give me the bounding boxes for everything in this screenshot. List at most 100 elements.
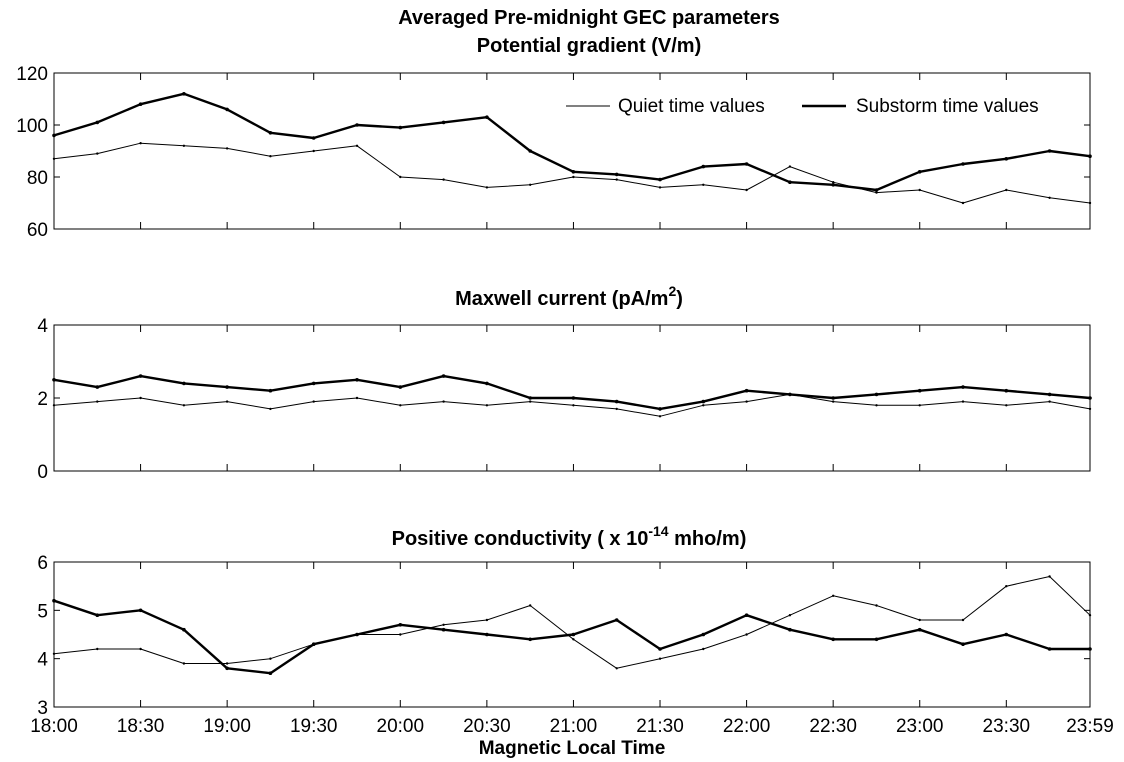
data-point-substorm: [485, 381, 489, 386]
data-point-quiet: [832, 400, 835, 403]
data-point-substorm: [1088, 154, 1092, 158]
data-point-quiet: [529, 183, 532, 186]
data-point-substorm: [138, 102, 143, 106]
data-point-substorm: [788, 627, 792, 632]
data-point-quiet: [52, 652, 56, 655]
x-axis-label: Magnetic Local Time: [479, 738, 666, 759]
data-point-substorm: [788, 392, 792, 397]
data-point-substorm: [1004, 157, 1009, 161]
panel3-ticks: 3 4 5 6 18:00 18:30 19:00 19:30 20:00 20:30 21:00 2…: [30, 553, 1114, 737]
data-point-quiet: [312, 149, 315, 153]
data-point-substorm: [831, 183, 835, 187]
data-point-substorm: [571, 396, 576, 400]
data-point-substorm: [225, 666, 229, 671]
data-point-quiet: [745, 188, 748, 192]
data-point-substorm: [658, 647, 662, 651]
figure-title: Averaged Pre-midnight GEC parameters: [398, 7, 780, 29]
data-point-quiet: [658, 657, 662, 660]
data-point-substorm: [961, 162, 965, 166]
data-point-substorm: [701, 632, 706, 637]
data-point-quiet: [1005, 188, 1008, 192]
panel3-title-end: mho/m): [669, 528, 747, 550]
data-point-substorm: [614, 172, 619, 177]
data-point-quiet: [399, 633, 402, 636]
data-point-quiet: [52, 404, 56, 407]
data-point-substorm: [52, 133, 56, 138]
data-point-quiet: [399, 404, 402, 407]
data-point-substorm: [182, 381, 186, 386]
data-point-substorm: [311, 136, 316, 140]
data-point-quiet: [1048, 575, 1051, 578]
data-point-quiet: [485, 186, 489, 189]
data-point-quiet: [875, 604, 878, 607]
panel2-title-main: Maxwell current (pA/m: [455, 288, 668, 310]
data-point-substorm: [571, 170, 576, 174]
data-point-substorm: [571, 632, 576, 637]
data-point-substorm: [52, 598, 56, 603]
data-point-substorm: [182, 627, 186, 632]
y-tick-label: 4: [37, 316, 48, 337]
x-tick-label: 18:00: [30, 716, 78, 737]
data-point-substorm: [874, 188, 879, 192]
data-point-quiet: [832, 181, 835, 184]
data-point-quiet: [529, 400, 532, 403]
data-point-quiet: [1088, 201, 1092, 205]
data-point-quiet: [832, 594, 835, 597]
data-point-substorm: [1047, 392, 1052, 397]
panel3-title: Positive conductivity ( x 10-14 mho/m): [392, 523, 747, 550]
data-point-substorm: [528, 637, 532, 642]
x-tick-label: 21:00: [550, 716, 598, 737]
data-point-substorm: [1004, 632, 1009, 637]
panel-maxwell-current: Maxwell current (pA/m2) 024: [37, 283, 1092, 483]
y-tick-label: 0: [37, 462, 48, 483]
panel1-ticks: 60 80 100 120: [16, 64, 1091, 241]
data-point-quiet: [485, 404, 489, 407]
data-point-quiet: [269, 155, 272, 158]
data-point-quiet: [875, 191, 878, 194]
panel2-title-end: ): [676, 288, 683, 310]
data-point-substorm: [658, 177, 662, 182]
data-point-substorm: [225, 107, 229, 112]
data-point-quiet: [1005, 404, 1008, 407]
data-point-substorm: [614, 618, 619, 622]
data-point-substorm: [961, 385, 965, 389]
data-point-quiet: [702, 647, 705, 651]
data-point-substorm: [52, 378, 56, 382]
y-tick-label: 2: [37, 389, 48, 410]
y-tick-label: 6: [37, 553, 48, 574]
data-point-quiet: [658, 415, 662, 418]
data-point-quiet: [572, 638, 575, 641]
data-point-substorm: [138, 374, 143, 378]
data-point-substorm: [441, 374, 446, 378]
data-point-quiet: [529, 604, 532, 607]
data-point-quiet: [442, 178, 445, 181]
data-point-quiet: [615, 178, 618, 181]
data-point-substorm: [831, 396, 835, 400]
x-tick-label: 21:30: [636, 716, 684, 737]
data-point-quiet: [225, 147, 229, 150]
data-point-quiet: [702, 404, 705, 407]
data-point-quiet: [442, 623, 445, 626]
y-tick-label: 60: [27, 220, 48, 241]
data-point-substorm: [355, 632, 359, 637]
data-point-quiet: [312, 400, 315, 403]
data-point-quiet: [52, 157, 56, 160]
data-point-quiet: [355, 396, 359, 400]
legend-substorm-label: Substorm time values: [856, 96, 1039, 117]
data-point-quiet: [96, 400, 99, 403]
data-point-quiet: [225, 400, 229, 403]
data-point-substorm: [1088, 396, 1092, 400]
panel1-series: [52, 92, 1092, 205]
data-point-substorm: [398, 385, 403, 389]
y-tick-label: 3: [37, 698, 48, 719]
x-tick-label: 23:59: [1066, 716, 1114, 737]
data-point-quiet: [961, 618, 965, 622]
data-point-quiet: [788, 614, 792, 617]
x-tick-label: 20:30: [463, 716, 511, 737]
data-point-substorm: [744, 162, 749, 166]
data-point-substorm: [831, 637, 835, 642]
series-line-quiet: [53, 142, 1091, 204]
data-point-substorm: [874, 637, 879, 642]
data-point-substorm: [268, 388, 273, 393]
